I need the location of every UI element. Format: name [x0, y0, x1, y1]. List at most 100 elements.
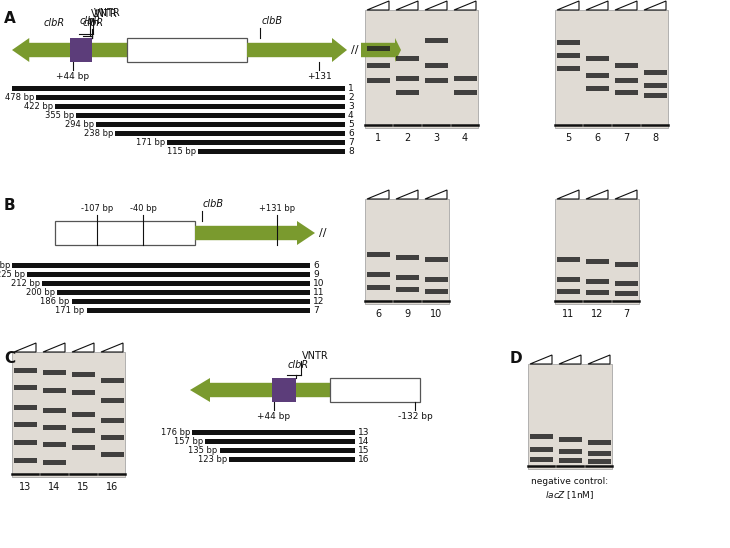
Bar	[396, 254, 418, 260]
Bar	[42, 369, 66, 374]
Text: clbR: clbR	[288, 360, 309, 370]
Text: 186 bp: 186 bp	[40, 297, 69, 306]
Bar	[366, 77, 390, 83]
Bar	[199, 149, 345, 154]
Bar	[57, 290, 310, 295]
Bar	[55, 104, 345, 109]
Bar	[615, 77, 637, 83]
Text: 3: 3	[433, 133, 439, 143]
Bar	[585, 85, 609, 90]
Text: 6: 6	[348, 129, 354, 138]
Bar	[42, 408, 66, 413]
Text: 16: 16	[106, 482, 118, 492]
Text: 1: 1	[348, 84, 354, 93]
Bar	[558, 448, 582, 454]
Bar	[13, 421, 36, 426]
Text: C: C	[4, 351, 15, 366]
Bar	[36, 95, 345, 100]
Polygon shape	[644, 1, 666, 10]
Bar	[101, 397, 123, 402]
Text: 200 bp: 200 bp	[26, 288, 55, 297]
Bar	[425, 277, 447, 282]
Bar	[588, 459, 610, 464]
Bar	[127, 38, 247, 62]
Text: 3: 3	[348, 102, 354, 111]
Bar	[42, 442, 66, 447]
Polygon shape	[559, 355, 581, 364]
Polygon shape	[588, 355, 610, 364]
Text: 294 bp: 294 bp	[65, 120, 94, 129]
Bar	[366, 62, 390, 67]
Text: D: D	[510, 351, 523, 366]
Bar	[453, 76, 477, 81]
Text: VNTR: VNTR	[91, 9, 118, 19]
Text: 15: 15	[358, 446, 369, 455]
Bar	[585, 259, 609, 264]
Text: 6: 6	[313, 261, 319, 270]
Bar	[86, 308, 310, 313]
Text: clbR: clbR	[44, 18, 65, 28]
Bar	[366, 271, 390, 277]
Bar	[167, 140, 345, 145]
Text: 5: 5	[565, 133, 571, 143]
Bar	[330, 378, 420, 402]
Bar	[453, 89, 477, 94]
Bar	[220, 448, 355, 453]
Bar	[13, 439, 36, 444]
Text: 5: 5	[348, 120, 354, 129]
Polygon shape	[396, 1, 418, 10]
Bar	[13, 404, 36, 409]
Bar	[272, 378, 296, 402]
Polygon shape	[557, 190, 579, 199]
Bar	[556, 256, 580, 261]
Bar	[425, 77, 447, 83]
Text: +44 bp: +44 bp	[258, 412, 291, 421]
Bar	[585, 289, 609, 294]
Bar	[42, 460, 66, 465]
Text: 176 bp: 176 bp	[161, 428, 190, 437]
Text: clbR: clbR	[83, 18, 104, 28]
Bar	[96, 122, 345, 127]
Text: VNTR: VNTR	[94, 8, 120, 18]
Bar	[396, 287, 418, 292]
Text: -107 bp: -107 bp	[81, 204, 113, 213]
Bar	[192, 430, 355, 435]
Bar	[585, 278, 609, 283]
Text: 9: 9	[313, 270, 319, 279]
Text: 238 bp: 238 bp	[84, 129, 113, 138]
Text: 115 bp: 115 bp	[167, 147, 196, 156]
Bar	[588, 450, 610, 455]
Bar	[396, 55, 418, 60]
Text: 13: 13	[19, 482, 31, 492]
Bar	[529, 456, 553, 461]
Bar	[555, 10, 668, 128]
Bar	[13, 385, 36, 390]
Text: 4: 4	[348, 111, 353, 120]
Text: 11: 11	[562, 309, 574, 319]
Bar	[529, 433, 553, 438]
Text: 7: 7	[313, 306, 319, 315]
Text: 14: 14	[358, 437, 369, 446]
Polygon shape	[615, 190, 637, 199]
Text: 12: 12	[313, 297, 324, 306]
Text: A: A	[4, 11, 16, 26]
Bar	[366, 284, 390, 289]
Text: 7: 7	[623, 309, 629, 319]
Polygon shape	[396, 190, 418, 199]
Text: 135 bp: 135 bp	[188, 446, 218, 455]
Polygon shape	[586, 190, 608, 199]
Bar	[72, 444, 94, 449]
Text: 478 bp: 478 bp	[5, 93, 34, 102]
Polygon shape	[425, 1, 447, 10]
Bar	[72, 372, 94, 376]
Text: 355 bp: 355 bp	[45, 111, 74, 120]
Polygon shape	[615, 1, 637, 10]
Polygon shape	[190, 378, 330, 402]
Text: 212 bp: 212 bp	[11, 279, 40, 288]
Bar	[101, 378, 123, 383]
Bar	[615, 62, 637, 67]
Bar	[72, 299, 310, 304]
Bar	[556, 277, 580, 282]
Bar	[425, 62, 447, 67]
Bar	[42, 387, 66, 392]
